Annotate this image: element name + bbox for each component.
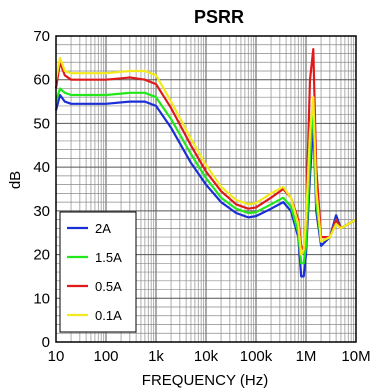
series-lines xyxy=(54,47,357,278)
legend-box xyxy=(59,211,137,333)
y-axis-label: dB xyxy=(7,171,24,189)
legend-label: 1.5A xyxy=(95,250,122,265)
legend-label: 0.5A xyxy=(95,279,122,294)
y-tick-label: 40 xyxy=(33,159,50,176)
y-tick-label: 50 xyxy=(33,115,50,132)
x-tick-label: 10k xyxy=(194,348,219,365)
legend: 2A 1.5A 0.5A 0.1A xyxy=(59,211,137,333)
y-tick-label: 30 xyxy=(33,203,50,220)
y-tick-label: 10 xyxy=(33,290,50,307)
legend-label: 0.1A xyxy=(95,308,122,323)
series-line xyxy=(54,56,357,256)
x-tick-label: 100k xyxy=(240,348,273,365)
chart-title: PSRR xyxy=(194,7,244,27)
y-tick-label: 0 xyxy=(42,334,50,351)
y-tick-label: 20 xyxy=(33,247,50,264)
x-tick-label: 100 xyxy=(93,348,118,365)
x-tick-label: 1M xyxy=(296,348,317,365)
plot-frame xyxy=(55,35,357,343)
x-tick-label: 10 xyxy=(48,348,65,365)
x-tick-label: 1k xyxy=(148,348,164,365)
legend-label: 2A xyxy=(95,221,111,236)
x-tick-label: 10M xyxy=(341,348,370,365)
y-tick-label: 60 xyxy=(33,72,50,89)
y-tick-label: 70 xyxy=(33,28,50,45)
x-axis-label: FREQUENCY (Hz) xyxy=(142,372,268,389)
